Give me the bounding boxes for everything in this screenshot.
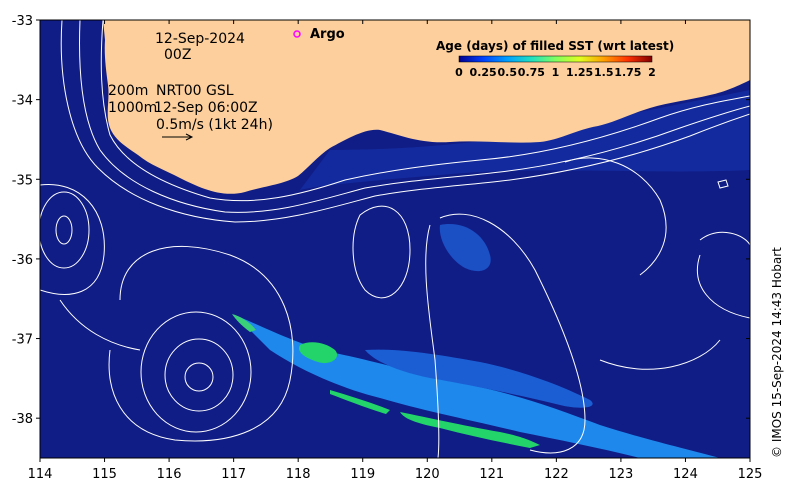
x-tick-label: 120 — [415, 467, 440, 482]
isobath-200m — [79, 20, 750, 213]
y-tick-label: -33 — [12, 14, 33, 29]
x-tick-label: 119 — [350, 467, 375, 482]
australia-land — [103, 20, 750, 194]
x-tick-label: 117 — [221, 467, 246, 482]
colorbar-tick-label: 2 — [648, 66, 656, 79]
date-line2: 00Z — [164, 47, 191, 63]
colorbar-ticks: 0 0.25 0.5 0.75 1 1.25 1.5 1.75 2 — [455, 66, 656, 79]
sst-green-patch-1 — [299, 342, 338, 364]
x-tick-label: 123 — [608, 467, 633, 482]
colorbar-tick-label: 0.75 — [518, 66, 545, 79]
x-tick-label: 121 — [479, 467, 504, 482]
x-tick-label: 116 — [157, 467, 182, 482]
y-tick-label: -38 — [12, 412, 33, 427]
date-line1: 12-Sep-2024 — [155, 31, 245, 47]
colorbar-tick-label: 1.25 — [566, 66, 593, 79]
argo-marker-icon — [293, 30, 301, 38]
colorbar-tick-label: 0 — [455, 66, 463, 79]
y-tick-label: -35 — [12, 173, 33, 188]
sst-green-patch-4 — [232, 314, 256, 332]
sst-filled-band-dark — [365, 349, 593, 408]
sst-filled-patch-left — [439, 224, 491, 272]
y-tick-label: -37 — [12, 333, 33, 348]
sst-green-patch-2 — [330, 390, 390, 414]
colorbar-gradient — [458, 55, 653, 63]
depth-1000-label: 1000m — [108, 100, 157, 116]
colorbar-tick-label: 1.5 — [594, 66, 614, 79]
x-axis-ticks: 114 115 116 117 118 119 120 121 122 123 124 125 — [28, 20, 763, 482]
small-island — [717, 179, 729, 189]
x-tick-label: 122 — [544, 467, 569, 482]
colorbar-title: Age (days) of filled SST (wrt latest) — [436, 39, 674, 53]
colorbar-tick-label: 0.25 — [470, 66, 497, 79]
x-tick-label: 124 — [673, 467, 698, 482]
speed-scale-arrow — [162, 133, 194, 141]
colorbar-tick-label: 0.5 — [498, 66, 518, 79]
y-tick-label: -36 — [12, 253, 33, 268]
colorbar-tick-label: 1 — [552, 66, 560, 79]
sla-contours — [40, 157, 750, 458]
speed-scale-label: 0.5m/s (1kt 24h) — [156, 117, 273, 133]
y-tick-label: -34 — [12, 94, 33, 109]
coast-outline-line — [100, 20, 750, 202]
y-axis-ticks: -33 -34 -35 -36 -37 -38 — [12, 14, 750, 427]
isobath-1000m — [60, 20, 750, 223]
colorbar-tick-label: 1.75 — [614, 66, 641, 79]
x-tick-label: 115 — [92, 467, 117, 482]
plot-frame — [39, 19, 751, 459]
depth-200-label: 200m — [108, 83, 148, 99]
sst-green-patch-3 — [400, 412, 540, 448]
source-label: NRT00 GSL — [156, 83, 234, 99]
credit-label: © IMOS 15-Sep-2024 14:43 Hobart — [770, 247, 784, 458]
argo-label: Argo — [310, 27, 345, 42]
x-tick-label: 118 — [286, 467, 311, 482]
time-label: 12-Sep 06:00Z — [154, 100, 258, 116]
x-tick-label: 114 — [28, 467, 53, 482]
x-tick-label: 125 — [738, 467, 763, 482]
